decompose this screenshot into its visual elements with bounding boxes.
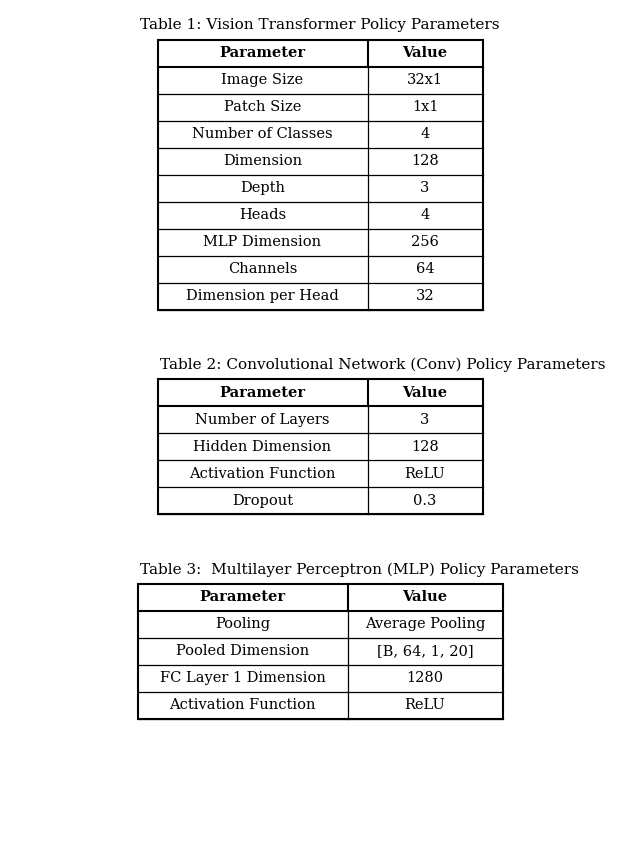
Text: Dropout: Dropout xyxy=(232,494,293,508)
Text: Number of Classes: Number of Classes xyxy=(192,127,333,141)
Text: 3: 3 xyxy=(420,181,429,195)
Text: 1x1: 1x1 xyxy=(412,100,438,114)
Text: Image Size: Image Size xyxy=(221,73,303,87)
Text: Value: Value xyxy=(403,590,447,604)
Text: Activation Function: Activation Function xyxy=(169,698,316,712)
Text: Channels: Channels xyxy=(228,262,297,276)
Text: ReLU: ReLU xyxy=(404,467,445,481)
Text: Parameter: Parameter xyxy=(200,590,285,604)
Text: Table 2: Convolutional Network (Conv) Policy Parameters: Table 2: Convolutional Network (Conv) Po… xyxy=(159,357,605,372)
Text: Pooling: Pooling xyxy=(215,617,270,632)
Text: 256: 256 xyxy=(411,235,439,249)
Text: [B, 64, 1, 20]: [B, 64, 1, 20] xyxy=(377,644,474,658)
Text: 4: 4 xyxy=(420,208,429,222)
Text: Pooled Dimension: Pooled Dimension xyxy=(176,644,309,658)
Text: Depth: Depth xyxy=(240,181,285,195)
Text: Patch Size: Patch Size xyxy=(224,100,301,114)
Text: 4: 4 xyxy=(420,127,429,141)
Text: 128: 128 xyxy=(411,155,439,168)
Text: Average Pooling: Average Pooling xyxy=(365,617,485,632)
Text: Number of Layers: Number of Layers xyxy=(195,413,330,427)
Text: Dimension: Dimension xyxy=(223,155,302,168)
Text: Parameter: Parameter xyxy=(220,46,305,60)
Text: 128: 128 xyxy=(411,440,439,453)
Text: Table 1: Vision Transformer Policy Parameters: Table 1: Vision Transformer Policy Param… xyxy=(140,18,500,32)
Text: Heads: Heads xyxy=(239,208,286,222)
Bar xyxy=(157,380,483,514)
Text: Hidden Dimension: Hidden Dimension xyxy=(193,440,332,453)
Text: Table 3:  Multilayer Perceptron (MLP) Policy Parameters: Table 3: Multilayer Perceptron (MLP) Pol… xyxy=(140,562,579,576)
Text: Value: Value xyxy=(403,385,447,400)
Text: 0.3: 0.3 xyxy=(413,494,436,508)
Text: 64: 64 xyxy=(416,262,435,276)
Text: Parameter: Parameter xyxy=(220,385,305,400)
Bar xyxy=(157,40,483,310)
Text: Dimension per Head: Dimension per Head xyxy=(186,290,339,303)
Text: FC Layer 1 Dimension: FC Layer 1 Dimension xyxy=(159,672,325,685)
Bar xyxy=(138,584,502,719)
Text: Value: Value xyxy=(403,46,447,60)
Text: ReLU: ReLU xyxy=(404,698,445,712)
Text: 32: 32 xyxy=(416,290,435,303)
Text: MLP Dimension: MLP Dimension xyxy=(204,235,321,249)
Text: 32x1: 32x1 xyxy=(407,73,443,87)
Text: 1280: 1280 xyxy=(406,672,444,685)
Text: 3: 3 xyxy=(420,413,429,427)
Text: Activation Function: Activation Function xyxy=(189,467,336,481)
